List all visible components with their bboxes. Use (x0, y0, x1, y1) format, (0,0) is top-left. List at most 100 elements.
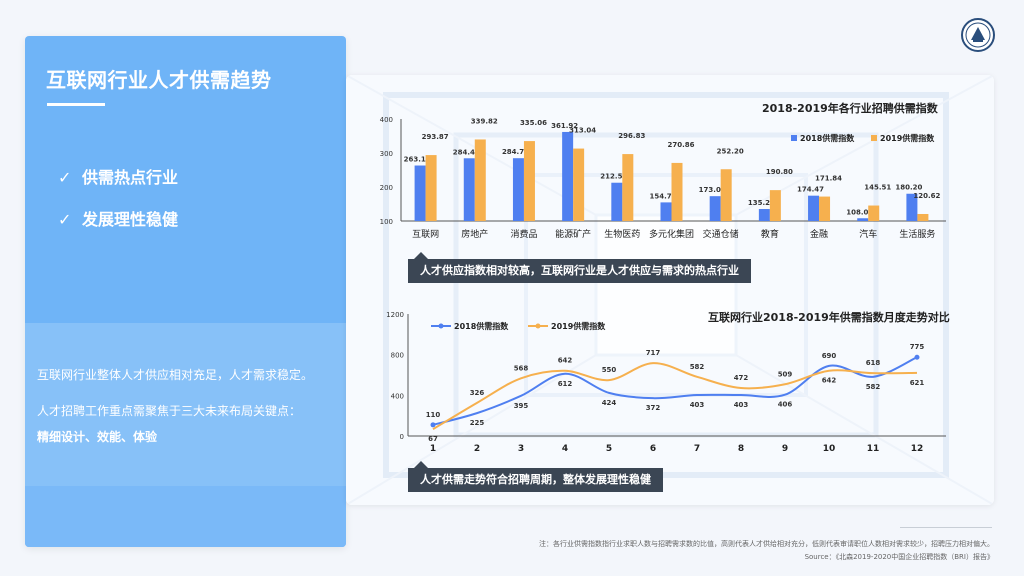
x-tick-label: 1 (430, 444, 436, 454)
bar-value-label: 263.18 (404, 156, 431, 164)
bar-value-label: 145.51 (864, 184, 891, 192)
bar (758, 209, 770, 221)
bar-value-label: 173.00 (699, 186, 726, 194)
line-chart-title: 互联网行业2018-2019年供需指数月度走势对比 (708, 311, 950, 324)
legend-marker (535, 323, 541, 329)
legend-swatch (791, 135, 797, 141)
bar (906, 193, 918, 221)
x-tick-label: 4 (562, 444, 568, 454)
focus-paragraph: 人才招聘工作重点需聚焦于三大未来布局关键点： (37, 404, 302, 418)
point-value-label: 225 (470, 419, 485, 427)
bar (611, 182, 623, 221)
bullet-label: 供需热点行业 (82, 168, 179, 187)
bar (769, 190, 781, 221)
y-tick-label: 0 (400, 433, 404, 441)
category-label: 教育 (761, 228, 779, 240)
point-value-label: 395 (514, 402, 529, 410)
bar-value-label: 284.71 (502, 148, 529, 156)
category-label: 能源矿产 (555, 228, 591, 240)
summary-paragraph: 互联网行业整体人才供应相对充足，人才需求稳定。 (37, 368, 314, 382)
point-value-label: 642 (558, 357, 573, 365)
bar-value-label: 296.83 (618, 132, 645, 140)
bar (562, 131, 574, 221)
y-tick-label: 200 (380, 184, 393, 192)
x-tick-label: 6 (650, 444, 656, 454)
bar-value-label: 212.58 (600, 173, 627, 181)
bar-value-label: 190.80 (766, 168, 793, 176)
point-value-label: 403 (690, 401, 705, 409)
category-label: 多元化集团 (649, 228, 694, 240)
point-value-label: 642 (822, 377, 837, 385)
bar-value-label: 154.75 (649, 192, 676, 200)
x-tick-label: 9 (782, 444, 788, 454)
point-value-label: 717 (646, 349, 661, 357)
x-tick-label: 8 (738, 444, 744, 454)
x-tick-label: 11 (867, 444, 880, 454)
point-value-label: 110 (426, 411, 441, 419)
line-chart-callout: 人才供需走势符合招聘周期，整体发展理性稳健 (408, 461, 663, 492)
category-label: 生活服务 (899, 228, 935, 240)
check-icon: ✓ (58, 168, 72, 187)
left-panel-band (25, 486, 346, 547)
category-label: 互联网 (412, 229, 439, 240)
series-marker (914, 354, 920, 360)
bar-value-label: 252.20 (717, 147, 744, 155)
y-tick-label: 100 (380, 218, 393, 226)
bar (868, 205, 880, 221)
bar-value-label: 171.84 (815, 175, 842, 183)
x-tick-label: 12 (911, 444, 924, 454)
footnote-divider (900, 527, 992, 528)
category-label: 消费品 (510, 228, 537, 240)
legend-label: 2019供需指数 (880, 133, 935, 143)
bar-value-label: 335.06 (520, 119, 547, 127)
series-line (432, 362, 918, 431)
y-tick-label: 1200 (386, 311, 404, 319)
bar (512, 158, 524, 221)
bullet-hot-industry: ✓ 供需热点行业 (58, 164, 178, 188)
footnote-note: 注：各行业供需指数指行业求职人数与招聘需求数的比值，高则代表人才供给相对充分，低… (539, 540, 994, 548)
bar (671, 162, 683, 221)
point-value-label: 612 (558, 380, 573, 388)
bar-value-label: 293.87 (422, 133, 449, 141)
y-tick-label: 400 (380, 116, 393, 124)
page-title: 互联网行业人才供需趋势 (46, 68, 272, 92)
bar (414, 165, 426, 221)
bar (720, 169, 732, 221)
point-value-label: 568 (514, 364, 529, 372)
bar (463, 158, 475, 221)
y-tick-label: 300 (380, 150, 393, 158)
point-value-label: 690 (822, 352, 837, 360)
category-label: 金融 (810, 228, 828, 240)
bar (857, 218, 869, 221)
focus-keywords: 精细设计、效能、体验 (37, 430, 158, 444)
bar-chart-title: 2018-2019年各行业招聘供需指数 (762, 102, 938, 115)
point-value-label: 509 (778, 370, 793, 378)
bar-value-label: 313.04 (569, 127, 596, 135)
x-tick-label: 3 (518, 444, 524, 454)
chart-panel: 100 200 300 400 263.18 293.87 互联网 284.45 339.82 房… (346, 75, 994, 505)
legend-marker (438, 323, 444, 329)
bar-value-label: 174.47 (797, 186, 824, 194)
university-seal-icon (961, 18, 995, 52)
bar-value-label: 284.45 (453, 148, 480, 156)
bar-value-label: 180.20 (895, 184, 922, 192)
bar-value-label: 120.62 (913, 192, 940, 200)
bar (660, 202, 672, 221)
bar (819, 196, 831, 221)
bar-chart-callout: 人才供应指数相对较高，互联网行业是人才供应与需求的热点行业 (408, 252, 751, 283)
legend-swatch (871, 135, 877, 141)
category-label: 生物医药 (604, 228, 640, 240)
bar (573, 148, 585, 221)
point-value-label: 621 (910, 379, 925, 387)
bar (917, 213, 929, 221)
legend-label: 2018供需指数 (454, 321, 509, 331)
category-label: 房地产 (461, 228, 488, 240)
legend-label: 2018供需指数 (800, 133, 855, 143)
series-line (432, 356, 918, 426)
bar (808, 195, 820, 221)
bullet-label: 发展理性稳健 (82, 210, 179, 229)
legend-label: 2019供需指数 (551, 321, 606, 331)
bar (474, 139, 486, 221)
point-value-label: 326 (470, 389, 485, 397)
